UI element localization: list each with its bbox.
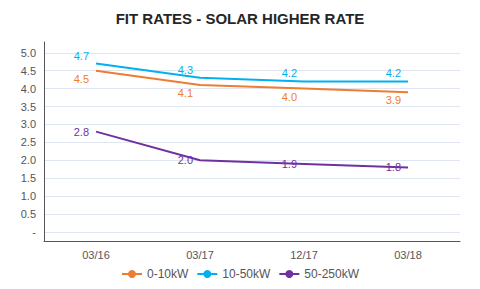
- svg-text:4.1: 4.1: [178, 87, 193, 99]
- svg-text:4.0: 4.0: [282, 91, 297, 103]
- svg-text:5.0: 5.0: [21, 47, 36, 59]
- svg-text:1.0: 1.0: [21, 190, 36, 202]
- svg-text:4.2: 4.2: [282, 67, 297, 79]
- svg-text:1.8: 1.8: [386, 161, 401, 173]
- svg-text:4.3: 4.3: [178, 64, 193, 76]
- svg-text:2.0: 2.0: [178, 154, 193, 166]
- svg-text:4.5: 4.5: [74, 73, 89, 85]
- svg-text:3.0: 3.0: [21, 118, 36, 130]
- svg-text:12/17: 12/17: [290, 249, 318, 261]
- svg-text:-: -: [32, 226, 36, 238]
- svg-text:4.5: 4.5: [21, 65, 36, 77]
- svg-text:2.8: 2.8: [74, 126, 89, 138]
- svg-text:1.5: 1.5: [21, 172, 36, 184]
- svg-text:2.0: 2.0: [21, 154, 36, 166]
- svg-text:1.9: 1.9: [282, 158, 297, 170]
- svg-text:3.5: 3.5: [21, 101, 36, 113]
- svg-text:4.2: 4.2: [386, 67, 401, 79]
- svg-text:50-250kW: 50-250kW: [304, 267, 359, 281]
- svg-text:FIT RATES - SOLAR HIGHER RATE: FIT RATES - SOLAR HIGHER RATE: [116, 10, 365, 27]
- svg-text:03/16: 03/16: [82, 249, 110, 261]
- svg-text:4.7: 4.7: [74, 50, 89, 62]
- svg-text:0-10kW: 0-10kW: [147, 267, 189, 281]
- svg-text:4.0: 4.0: [21, 83, 36, 95]
- svg-text:10-50kW: 10-50kW: [222, 267, 271, 281]
- svg-text:3.9: 3.9: [386, 94, 401, 106]
- svg-text:03/18: 03/18: [394, 249, 422, 261]
- svg-text:03/17: 03/17: [186, 249, 214, 261]
- svg-text:2.5: 2.5: [21, 136, 36, 148]
- svg-text:0.5: 0.5: [21, 208, 36, 220]
